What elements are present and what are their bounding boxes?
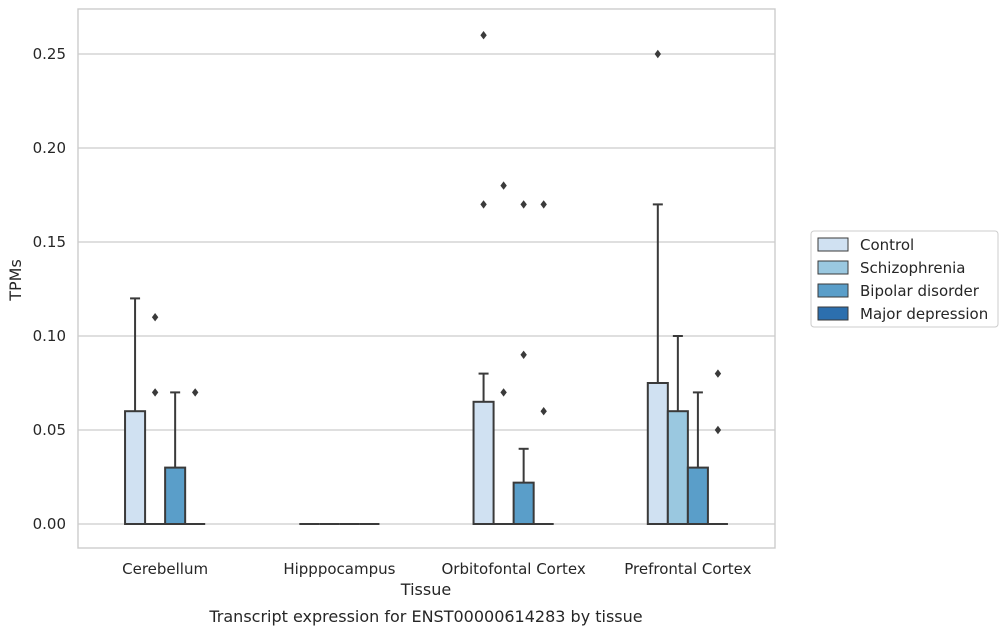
legend-swatch bbox=[817, 306, 849, 321]
legend-swatch bbox=[817, 260, 849, 275]
outlier-point bbox=[520, 350, 527, 359]
y-tick-label: 0.10 bbox=[33, 327, 66, 345]
legend-frame bbox=[810, 230, 999, 328]
outlier-point bbox=[654, 49, 662, 59]
outlier-point bbox=[714, 425, 722, 435]
chart-caption: Transcript expression for ENST0000061428… bbox=[208, 607, 642, 626]
legend-label: Major depression bbox=[860, 305, 988, 323]
legend-label: Bipolar disorder bbox=[860, 282, 980, 300]
series-major-depression bbox=[185, 200, 728, 525]
outlier-point bbox=[151, 388, 159, 397]
outlier-point bbox=[480, 200, 487, 209]
box bbox=[512, 481, 535, 526]
outlier-point bbox=[540, 200, 547, 209]
legend-swatch bbox=[817, 237, 849, 252]
box-plot-series bbox=[124, 31, 728, 526]
outlier-point bbox=[500, 388, 507, 397]
x-tick-label: Hipppocampus bbox=[283, 560, 395, 578]
box bbox=[472, 400, 495, 525]
x-tick-label: Orbitofontal Cortex bbox=[442, 560, 586, 578]
box bbox=[666, 410, 689, 526]
box bbox=[686, 466, 709, 526]
y-tick-label: 0.05 bbox=[33, 421, 66, 439]
outlier-point bbox=[500, 181, 507, 190]
x-axis-title: Tissue bbox=[400, 580, 451, 599]
box bbox=[164, 466, 187, 526]
series-control bbox=[124, 31, 669, 526]
x-tick-label: Cerebellum bbox=[122, 560, 208, 578]
box bbox=[646, 382, 669, 525]
x-tick-label: Prefrontal Cortex bbox=[624, 560, 751, 578]
legend: Control Schizophrenia Bipolar disorder Majo… bbox=[810, 230, 999, 328]
plot-area-frame bbox=[77, 8, 776, 549]
legend-swatch bbox=[817, 283, 849, 298]
y-tick-label: 0.25 bbox=[33, 45, 66, 63]
legend-label: Control bbox=[860, 236, 914, 254]
outlier-point bbox=[151, 313, 159, 322]
series-schizophrenia bbox=[145, 181, 689, 526]
outlier-point bbox=[520, 200, 527, 209]
legend-label: Schizophrenia bbox=[860, 259, 965, 277]
outlier-point bbox=[714, 369, 722, 378]
outlier-point bbox=[480, 31, 487, 40]
outlier-point bbox=[540, 407, 547, 416]
outlier-point bbox=[191, 388, 199, 397]
y-tick-label: 0.00 bbox=[33, 515, 66, 533]
y-axis-ticks: 0.00 0.05 0.10 0.15 0.20 0.25 bbox=[33, 45, 66, 533]
y-tick-label: 0.15 bbox=[33, 233, 66, 251]
box bbox=[124, 410, 147, 526]
y-tick-label: 0.20 bbox=[33, 139, 66, 157]
y-axis-title: TPMs bbox=[6, 259, 25, 302]
x-axis-ticks: Cerebellum Hipppocampus Orbitofontal Corte… bbox=[122, 560, 751, 578]
series-bipolar-disorder bbox=[164, 200, 709, 526]
